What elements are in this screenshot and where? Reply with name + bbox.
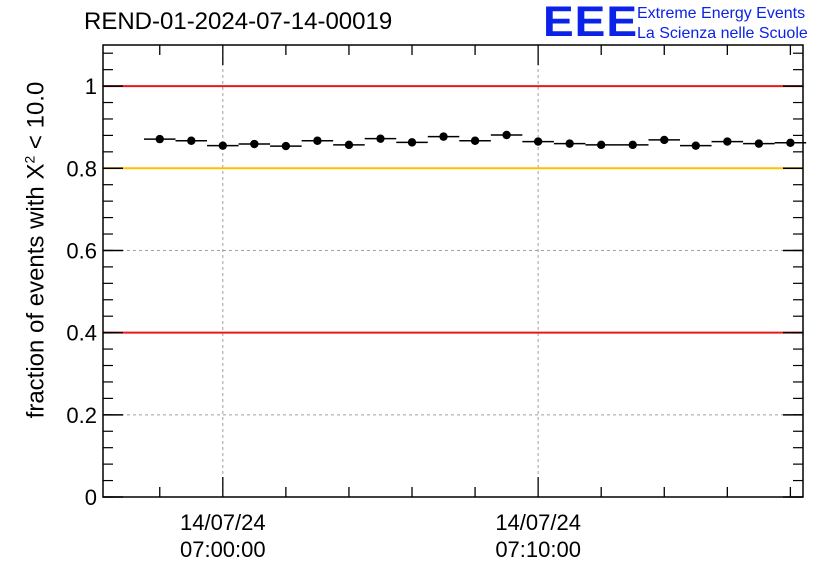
grid: [103, 45, 803, 497]
x-tick-label-time: 07:00:00: [180, 537, 266, 562]
data-point: [407, 138, 417, 147]
data-point: [533, 137, 543, 146]
data-point: [439, 132, 448, 141]
axis-ticks: [103, 45, 803, 498]
data-point: [187, 136, 196, 145]
data-point: [786, 138, 795, 147]
data-point: [470, 136, 480, 145]
x-tick-label-time: 07:10:00: [495, 537, 581, 562]
logo-line-2: La Scienza nelle Scuole: [637, 25, 808, 42]
y-tick-label: 1: [85, 74, 97, 99]
data-point: [691, 141, 700, 150]
data-point: [502, 130, 511, 140]
y-tick-label: 0.8: [66, 156, 97, 181]
eee-logo: EEE: [543, 0, 639, 46]
tick-labels: 00.20.40.60.8114/07/2407:00:0014/07/2407…: [66, 74, 581, 562]
plot-frame: [102, 44, 804, 498]
y-tick-label: 0.2: [66, 403, 97, 428]
y-tick-label: 0.6: [66, 238, 97, 263]
data-point: [218, 141, 228, 150]
data-point: [313, 136, 322, 145]
reference-lines: [103, 85, 803, 334]
logo-text: Extreme Energy Events La Scienza nelle S…: [637, 4, 808, 44]
data-point: [250, 139, 259, 149]
data-point: [628, 140, 637, 150]
data-point: [723, 137, 732, 146]
data-point: [155, 134, 164, 144]
y-tick-label: 0: [85, 485, 97, 510]
data-point: [281, 141, 291, 151]
data-point: [596, 140, 606, 150]
data-points: [143, 130, 807, 151]
data-point: [660, 135, 669, 145]
logo-line-1: Extreme Energy Events: [637, 5, 806, 22]
y-tick-label: 0.4: [66, 321, 97, 346]
data-point: [754, 139, 764, 148]
data-point: [344, 140, 354, 150]
chart-title: REND-01-2024-07-14-00019: [84, 8, 393, 35]
data-point: [376, 134, 385, 143]
data-point: [565, 139, 574, 148]
x-tick-label-date: 14/07/24: [495, 510, 581, 535]
x-tick-label-date: 14/07/24: [180, 510, 266, 535]
